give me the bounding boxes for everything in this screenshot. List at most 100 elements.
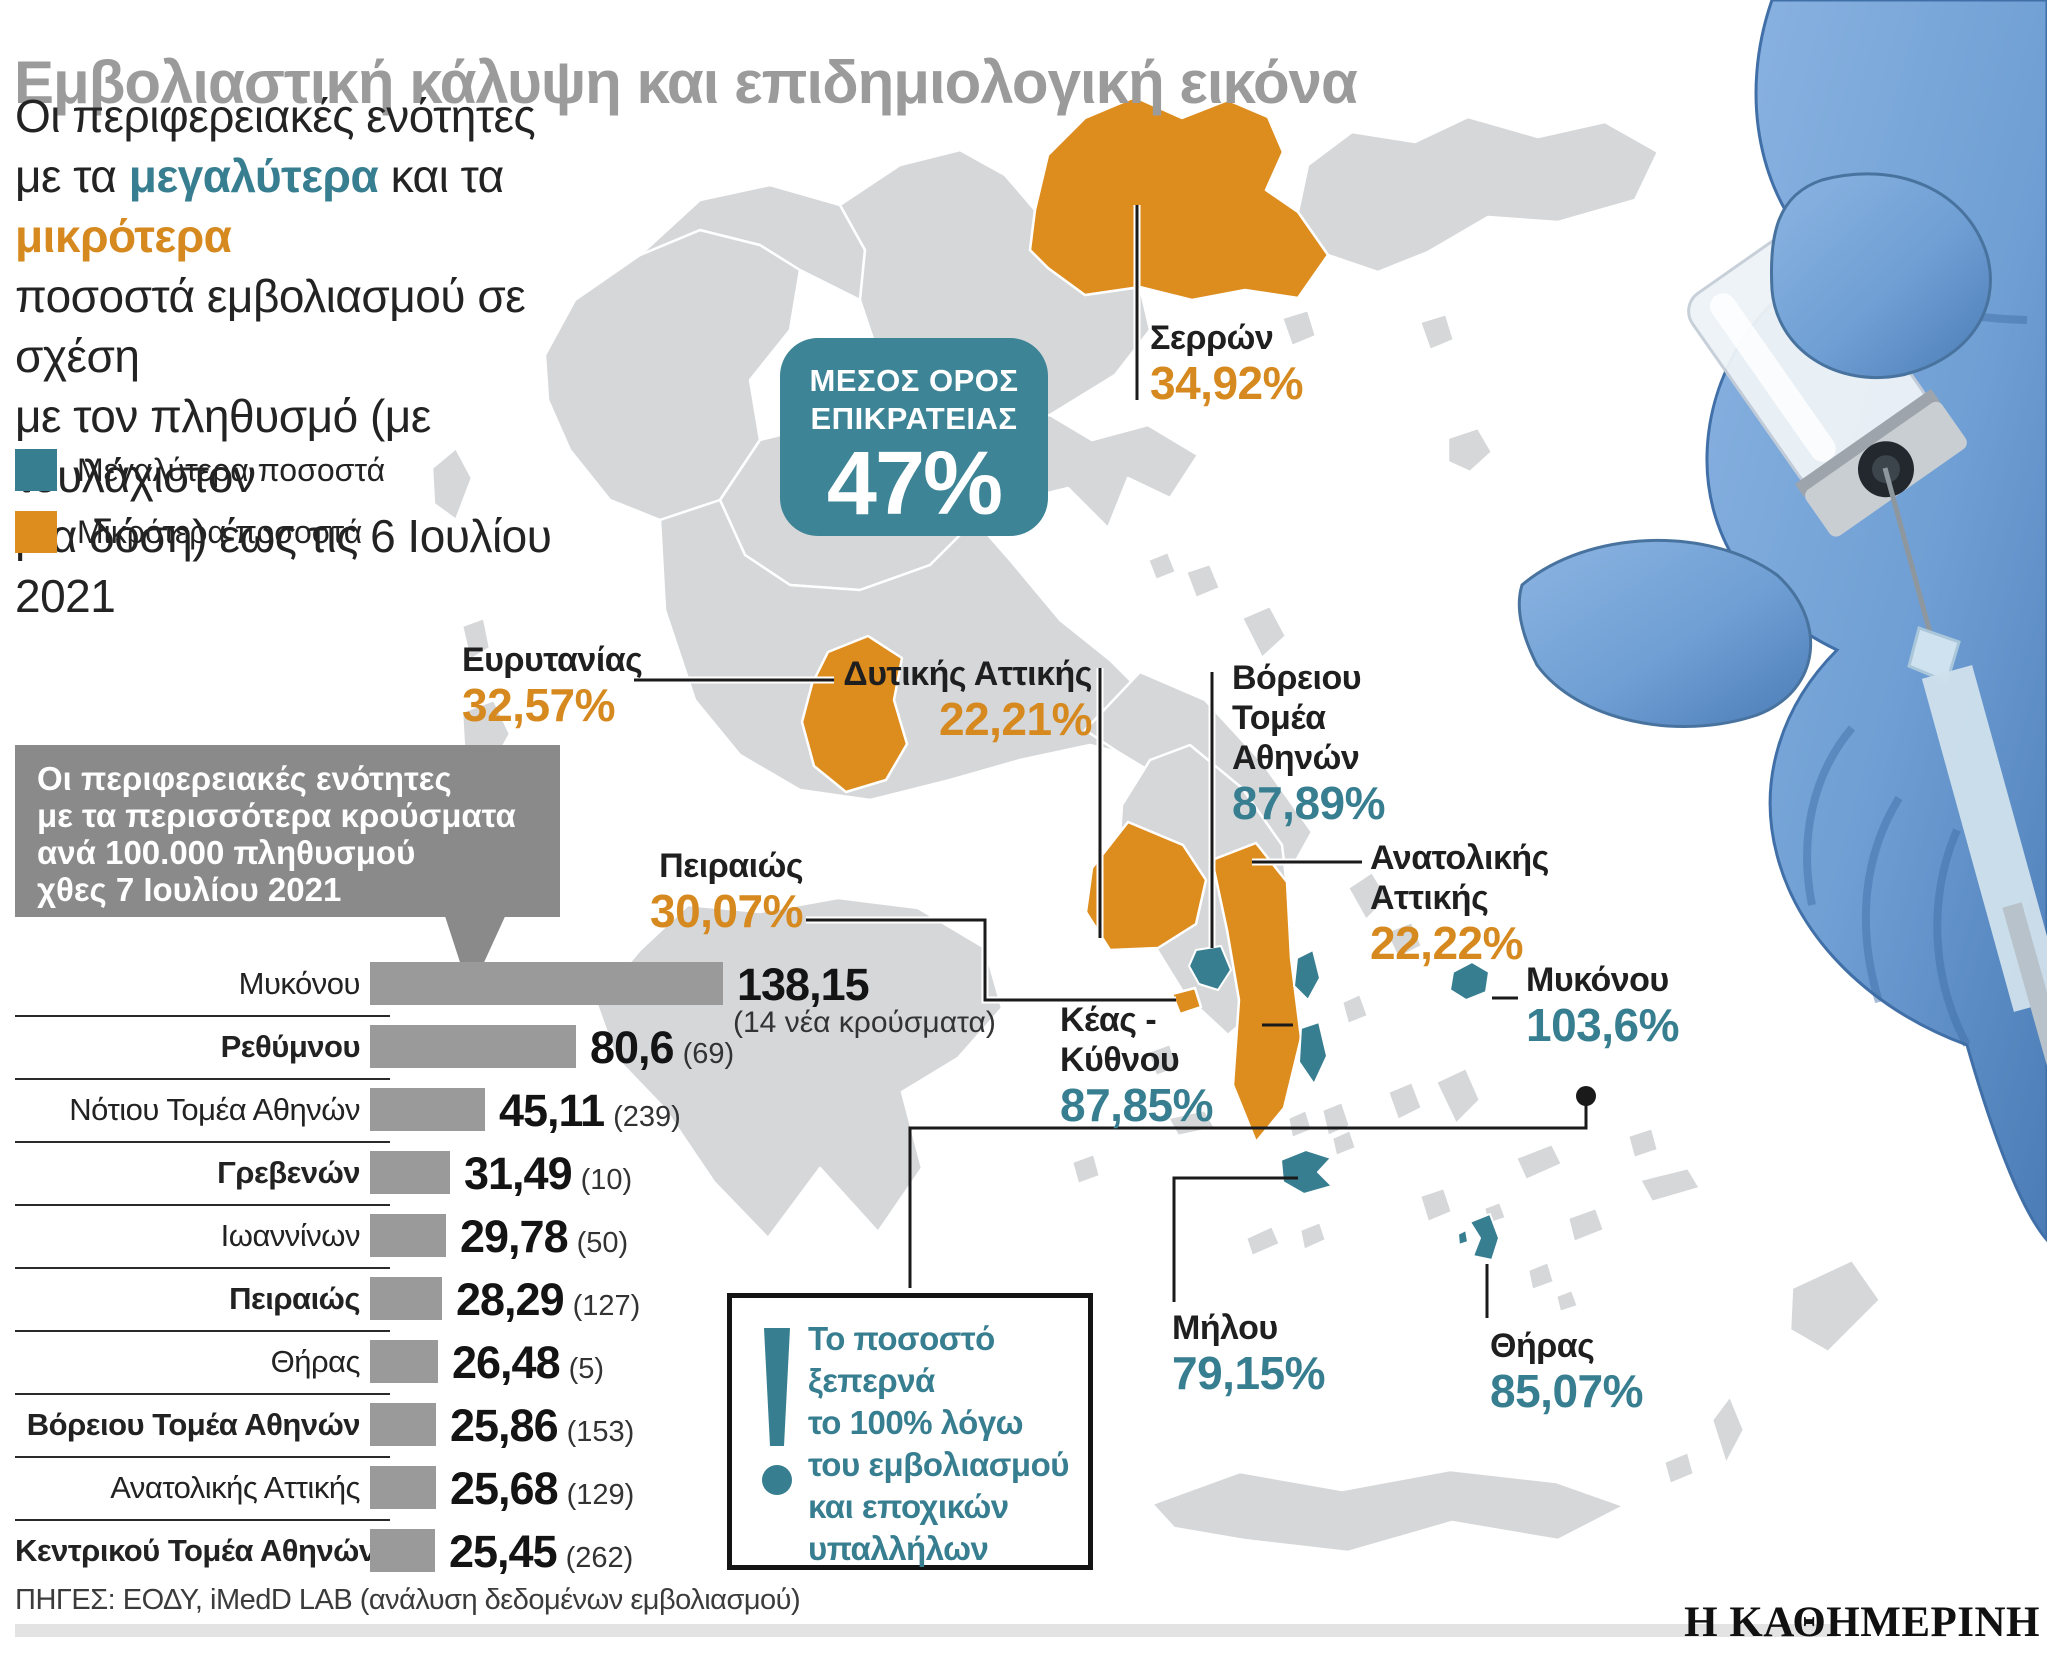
bar-new-cases: (129) xyxy=(566,1479,635,1511)
subtitle-segment: και τα xyxy=(378,150,505,202)
bottom-rule xyxy=(15,1624,1837,1637)
region-thirasia xyxy=(1457,1229,1469,1246)
legend-swatch-high xyxy=(15,449,57,491)
bar-new-cases: (69) xyxy=(682,1038,735,1070)
chart-row: Κεντρικού Τομέα Αθηνών 25,45 (262) xyxy=(15,1519,1045,1582)
bar-new-cases: (262) xyxy=(565,1542,634,1574)
callout-region-name: Σερρών xyxy=(1150,319,1274,357)
callout-region-value: 85,07% xyxy=(1490,1365,1644,1417)
legend-item: Μικρότερα ποσοστά xyxy=(15,510,385,554)
chart-row: Νότιου Τομέα Αθηνών 45,11 (239) xyxy=(15,1078,1045,1141)
callout-region-name: Δυτικής Αττικής xyxy=(843,655,1092,693)
bar-new-cases: (5) xyxy=(568,1353,605,1385)
bar-value: 29,78 (50) xyxy=(460,1211,628,1263)
map-regions-high xyxy=(1188,945,1500,1261)
bar xyxy=(370,1088,485,1131)
bar-value-number: 80,6 xyxy=(590,1022,675,1073)
row-separator xyxy=(15,1456,390,1458)
bar-label: Νότιου Τομέα Αθηνών xyxy=(69,1092,360,1127)
row-separator xyxy=(15,1519,390,1521)
chart-row: Βόρειου Τομέα Αθηνών 25,86 (153) xyxy=(15,1393,1045,1456)
callout-anatolikis-attikis: Ανατολικής Αττικής 22,22% xyxy=(1370,838,1549,968)
callout-region-name: Μήλου xyxy=(1172,1309,1278,1347)
callout-region-name: Βόρειου Τομέα Αθηνών xyxy=(1232,659,1362,777)
bar-new-cases: (127) xyxy=(572,1290,641,1322)
bar-label: Βόρειου Τομέα Αθηνών xyxy=(26,1407,361,1442)
average-label-line1: ΜΕΣΟΣ ΟΡΟΣ xyxy=(809,363,1019,398)
legend: Μεγαλύτερα ποσοστά Μικρότερα ποσοστά xyxy=(15,448,385,572)
callout-region-value: 87,89% xyxy=(1232,777,1386,829)
callout-region-name: Θήρας xyxy=(1490,1327,1595,1365)
bar-value: 25,45 (262) xyxy=(449,1526,633,1578)
chart-row: Ρεθύμνου 80,6 (69) xyxy=(15,1015,1045,1078)
callout-region-value: 79,15% xyxy=(1172,1347,1326,1399)
sources-line: ΠΗΓΕΣ: ΕΟΔΥ, iMedD LAB (ανάλυση δεδομένω… xyxy=(15,1584,801,1616)
row-separator xyxy=(15,1078,390,1080)
region-kythnos xyxy=(1298,1021,1328,1085)
callout-region-value: 32,57% xyxy=(462,679,616,731)
callout-region-value: 22,22% xyxy=(1370,917,1524,969)
chart-row: Θήρας 26,48 (5) xyxy=(15,1330,1045,1393)
callout-dytikis-attikis: Δυτικής Αττικής 22,21% xyxy=(830,654,1092,744)
chart-row: Γρεβενών 31,49 (10) xyxy=(15,1141,1045,1204)
bar-label: Γρεβενών xyxy=(217,1155,360,1190)
national-average-box: ΜΕΣΟΣ ΟΡΟΣ ΕΠΙΚΡΑΤΕΙΑΣ 47% xyxy=(780,338,1048,536)
callout-region-name: Πειραιώς xyxy=(659,847,803,885)
row-separator xyxy=(15,1141,390,1143)
bar-value-number: 31,49 xyxy=(464,1148,573,1199)
bar xyxy=(370,962,723,1005)
bar-new-cases: (50) xyxy=(576,1227,629,1259)
bar-label: Ανατολικής Αττικής xyxy=(110,1470,360,1505)
bar-label: Κεντρικού Τομέα Αθηνών xyxy=(15,1533,376,1568)
exclamation-icon xyxy=(756,1318,808,1565)
subtitle-segment: μικρότερα xyxy=(15,210,232,262)
chart-row: Ιωαννίνων 29,78 (50) xyxy=(15,1204,1045,1267)
region-milos xyxy=(1280,1149,1333,1195)
bar-value: 25,68 (129) xyxy=(450,1463,634,1515)
row-separator xyxy=(15,1015,390,1017)
note-box: Το ποσοστό ξεπερνά το 100% λόγω του εμβο… xyxy=(727,1293,1093,1570)
bar-new-cases: (239) xyxy=(613,1101,681,1133)
region-kea xyxy=(1293,949,1321,1001)
bar-value: 138,15 (14 νέα κρούσματα) xyxy=(733,959,996,1039)
legend-swatch-low xyxy=(15,511,57,553)
bar-label: Μυκόνου xyxy=(238,966,361,1001)
callout-region-name: Μυκόνου xyxy=(1526,961,1669,999)
publisher-logo: Η ΚΑΘΗΜΕΡΙΝΗ xyxy=(1684,1599,2040,1646)
bar-label: Ιωαννίνων xyxy=(220,1218,361,1253)
callout-milou: Μήλου 79,15% xyxy=(1172,1308,1326,1399)
bar xyxy=(370,1151,450,1194)
callout-region-name: Ανατολικής Αττικής xyxy=(1370,839,1549,917)
bar-label: Θήρας xyxy=(270,1344,361,1379)
chart-row: Πειραιώς 28,29 (127) xyxy=(15,1267,1045,1330)
vaccine-vial xyxy=(1687,226,1967,537)
bar xyxy=(370,1025,576,1068)
callout-region-value: 103,6% xyxy=(1526,999,1680,1051)
region-north-athens xyxy=(1188,945,1232,991)
callout-thiras: Θήρας 85,07% xyxy=(1490,1326,1644,1417)
row-separator xyxy=(15,1393,390,1395)
bar-value-number: 28,29 xyxy=(456,1274,565,1325)
vaccine-photo xyxy=(1517,0,2047,1243)
bar-value: 26,48 (5) xyxy=(452,1337,604,1389)
bar-value-number: 26,48 xyxy=(452,1337,561,1388)
chart-row: Μυκόνου 138,15 (14 νέα κρούσματα) xyxy=(15,952,1045,1039)
callout-voreiou-tomea: Βόρειου Τομέα Αθηνών 87,89% xyxy=(1232,658,1386,829)
row-separator xyxy=(15,1330,390,1332)
bar xyxy=(370,1403,436,1446)
callout-region-value: 22,21% xyxy=(938,693,1093,745)
cases-headline-box: Οι περιφερειακές ενότητες με τα περισσότ… xyxy=(15,745,560,917)
bar-new-cases: (10) xyxy=(580,1164,633,1196)
bar-value: 25,86 (153) xyxy=(450,1400,634,1452)
bar-value-number: 25,45 xyxy=(449,1526,558,1577)
row-separator xyxy=(15,1267,390,1269)
region-serres xyxy=(1028,95,1330,302)
row-separator xyxy=(15,1204,390,1206)
bar-label: Ρεθύμνου xyxy=(220,1029,361,1064)
callout-region-value: 34,92% xyxy=(1150,357,1304,409)
region-east-attica xyxy=(1210,841,1303,1144)
bar xyxy=(370,1466,436,1509)
glove-hand xyxy=(1705,0,2047,1243)
callout-mykonou: Μυκόνου 103,6% xyxy=(1526,960,1680,1051)
glove-thumb xyxy=(1517,538,1813,728)
